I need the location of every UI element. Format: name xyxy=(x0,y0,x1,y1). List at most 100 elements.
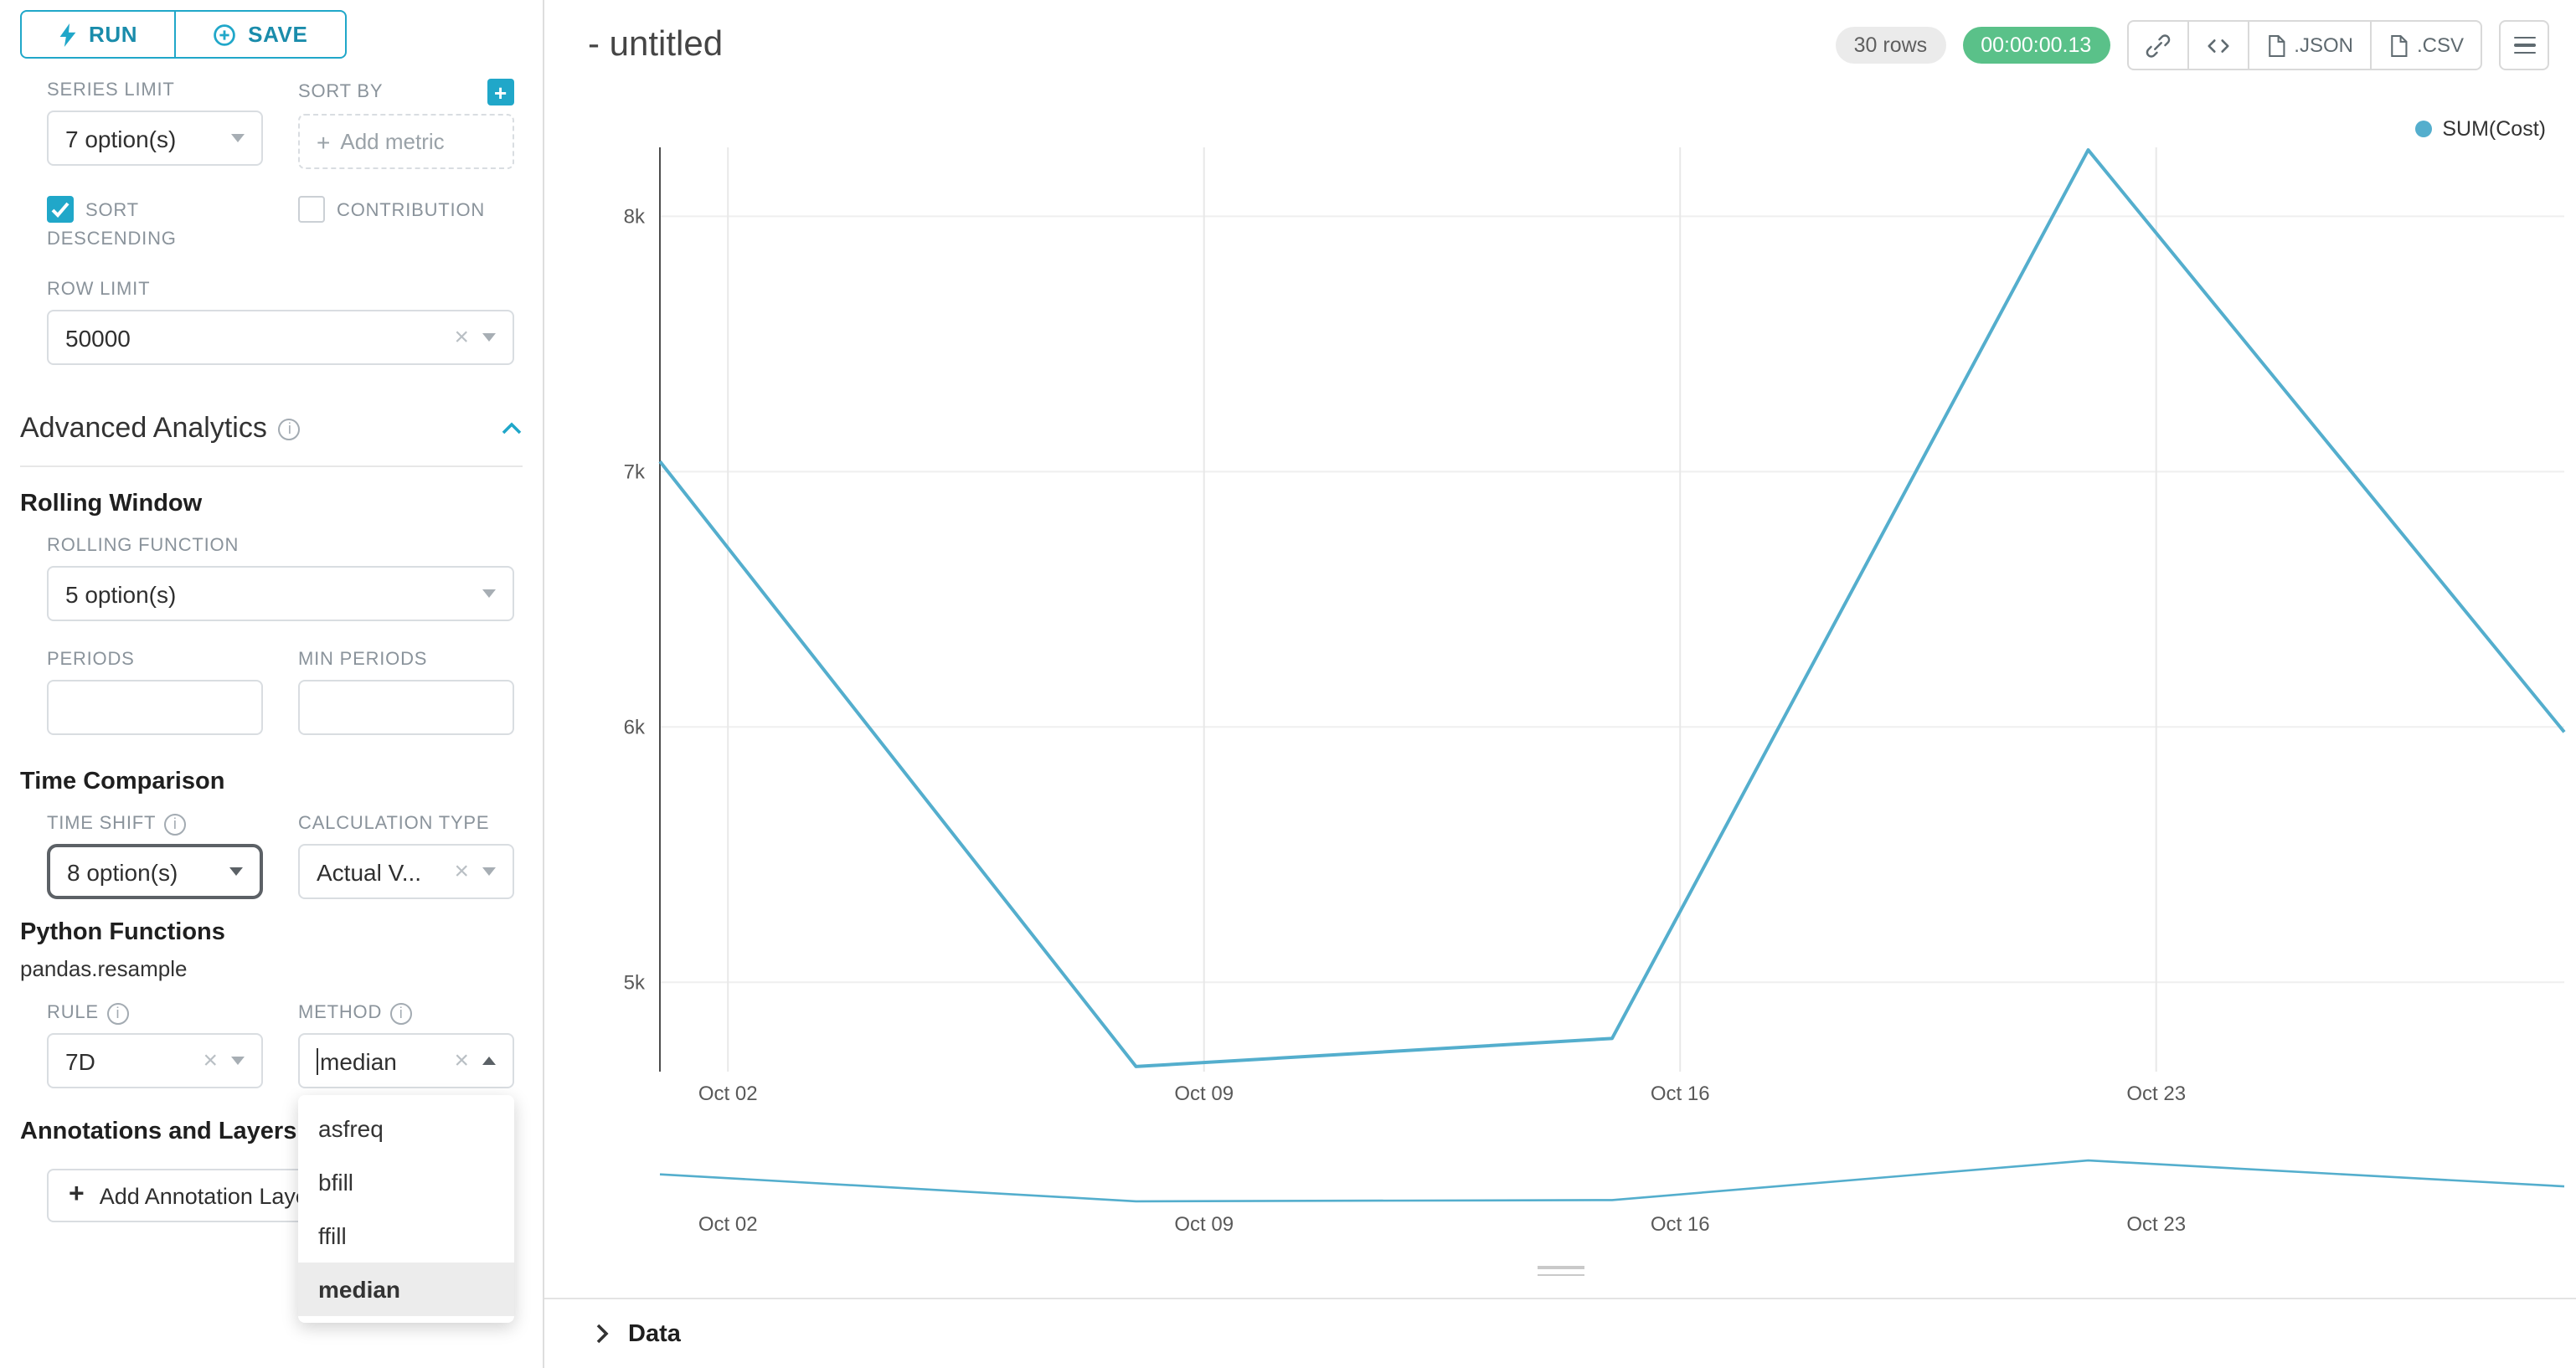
file-icon xyxy=(2391,33,2408,57)
rule-value: 7D xyxy=(65,1047,95,1074)
contribution-checkbox[interactable]: CONTRIBUTION xyxy=(298,196,514,226)
legend-dot-icon xyxy=(2415,121,2433,137)
row-limit-select[interactable]: 50000 xyxy=(47,310,514,365)
svg-text:Oct 16: Oct 16 xyxy=(1651,1213,1710,1236)
clear-icon[interactable] xyxy=(454,325,469,350)
series-limit-label: SERIES LIMIT xyxy=(47,80,175,100)
collapse-section-button[interactable] xyxy=(501,422,523,435)
file-icon xyxy=(2268,33,2285,57)
rolling-function-value: 5 option(s) xyxy=(65,580,177,607)
periods-input[interactable] xyxy=(47,680,263,735)
method-dropdown: asfreq bfill ffill median xyxy=(298,1095,514,1323)
svg-text:Oct 02: Oct 02 xyxy=(698,1213,758,1236)
time-shift-select[interactable]: 8 option(s) xyxy=(47,844,263,899)
sort-descending-checkbox[interactable]: SORT DESCENDING xyxy=(47,196,245,255)
svg-text:Oct 16: Oct 16 xyxy=(1651,1083,1710,1105)
method-option-ffill[interactable]: ffill xyxy=(318,1222,347,1249)
clear-icon[interactable] xyxy=(454,1048,469,1073)
chevron-down-icon xyxy=(231,1057,245,1065)
chevron-right-icon xyxy=(596,1324,609,1344)
chart-legend[interactable]: SUM(Cost) xyxy=(2415,117,2546,141)
series-limit-select[interactable]: 7 option(s) xyxy=(47,111,263,166)
more-menu-button[interactable] xyxy=(2499,20,2549,70)
chart-title[interactable]: - untitled xyxy=(588,25,724,64)
chevron-down-icon xyxy=(229,867,243,876)
sort-descending-label: SORT DESCENDING xyxy=(47,201,177,249)
time-shift-value: 8 option(s) xyxy=(67,858,178,885)
chart-panel: - untitled 30 rows 00:00:00.13 .JSON xyxy=(543,0,2576,1368)
svg-text:5k: 5k xyxy=(624,971,646,994)
time-shift-label: TIME SHIFT xyxy=(47,812,263,836)
python-functions-title: Python Functions xyxy=(20,919,225,946)
run-button[interactable]: RUN xyxy=(20,10,177,59)
export-csv-label: .CSV xyxy=(2416,33,2464,57)
pandas-resample-label: pandas.resample xyxy=(20,956,188,981)
chevron-down-icon xyxy=(482,333,496,342)
method-option-bfill[interactable]: bfill xyxy=(318,1169,354,1196)
svg-text:6k: 6k xyxy=(624,716,646,738)
advanced-analytics-header[interactable]: Advanced Analytics xyxy=(20,395,523,467)
checkbox-checked-icon xyxy=(47,196,74,223)
panel-resize-handle[interactable] xyxy=(1537,1261,1584,1281)
info-icon xyxy=(390,1002,413,1024)
periods-label: PERIODS xyxy=(47,650,135,670)
svg-text:Oct 23: Oct 23 xyxy=(2126,1213,2186,1236)
plus-icon xyxy=(317,128,330,155)
svg-text:7k: 7k xyxy=(624,460,646,483)
export-csv-button[interactable]: .CSV xyxy=(2369,20,2482,70)
calculation-type-select[interactable]: Actual V... xyxy=(298,844,514,899)
method-label: METHOD xyxy=(298,1001,514,1025)
min-periods-input[interactable] xyxy=(298,680,514,735)
run-button-label: RUN xyxy=(89,22,138,47)
contribution-label: CONTRIBUTION xyxy=(337,201,486,221)
row-limit-value: 50000 xyxy=(65,324,131,351)
chart-header: - untitled 30 rows 00:00:00.13 .JSON xyxy=(544,0,2576,70)
clear-icon[interactable] xyxy=(203,1048,218,1073)
rolling-function-label: ROLLING FUNCTION xyxy=(47,536,240,556)
export-json-label: .JSON xyxy=(2294,33,2353,57)
export-json-button[interactable]: .JSON xyxy=(2247,20,2372,70)
add-metric-plus-button[interactable] xyxy=(487,79,514,105)
svg-text:Oct 09: Oct 09 xyxy=(1174,1213,1234,1236)
plus-circle-icon xyxy=(214,23,235,45)
query-panel: RUN SAVE SERIES LIMIT 7 option(s) SORT B… xyxy=(0,0,543,1368)
copy-link-button[interactable] xyxy=(2126,20,2189,70)
line-chart[interactable]: 5k 6k 7k 8k Oct 02 Oct 02 Oct 09 Oct 09 Oct 16 Oc… xyxy=(544,0,2576,1298)
calculation-type-value: Actual V... xyxy=(317,858,422,885)
text-cursor xyxy=(317,1047,318,1074)
advanced-analytics-title: Advanced Analytics xyxy=(20,412,267,444)
data-panel-toggle[interactable]: Data xyxy=(544,1298,2576,1368)
data-panel-title: Data xyxy=(628,1320,681,1347)
legend-label: SUM(Cost) xyxy=(2442,117,2546,141)
min-periods-label: MIN PERIODS xyxy=(298,650,428,670)
chevron-up-icon xyxy=(482,1057,496,1065)
query-timer-badge: 00:00:00.13 xyxy=(1962,27,2110,64)
rule-select[interactable]: 7D xyxy=(47,1033,263,1088)
sort-by-metric-field[interactable]: Add metric xyxy=(298,114,514,169)
method-option-asfreq[interactable]: asfreq xyxy=(318,1115,384,1142)
calculation-type-label: CALCULATION TYPE xyxy=(298,814,490,834)
series-limit-value: 7 option(s) xyxy=(65,125,177,152)
info-icon xyxy=(164,813,187,835)
method-select[interactable]: median xyxy=(298,1033,514,1088)
svg-text:Oct 09: Oct 09 xyxy=(1174,1083,1234,1105)
chevron-down-icon xyxy=(231,134,245,142)
info-icon xyxy=(278,418,301,440)
chevron-down-icon xyxy=(482,589,496,598)
export-button-group: .JSON .CSV xyxy=(2126,20,2482,70)
svg-text:Oct 02: Oct 02 xyxy=(698,1083,758,1105)
svg-text:Oct 23: Oct 23 xyxy=(2126,1083,2186,1105)
svg-text:8k: 8k xyxy=(624,205,646,228)
rule-label: RULE xyxy=(47,1001,263,1025)
clear-icon[interactable] xyxy=(454,859,469,884)
view-query-button[interactable] xyxy=(2187,20,2249,70)
lightning-bolt-icon xyxy=(59,23,76,46)
checkbox-unchecked-icon xyxy=(298,196,325,223)
rolling-function-select[interactable]: 5 option(s) xyxy=(47,566,514,621)
code-icon xyxy=(2207,39,2228,52)
method-option-median[interactable]: median xyxy=(298,1263,514,1316)
save-button[interactable]: SAVE xyxy=(174,10,347,59)
save-button-label: SAVE xyxy=(248,22,308,47)
link-icon xyxy=(2146,33,2170,57)
